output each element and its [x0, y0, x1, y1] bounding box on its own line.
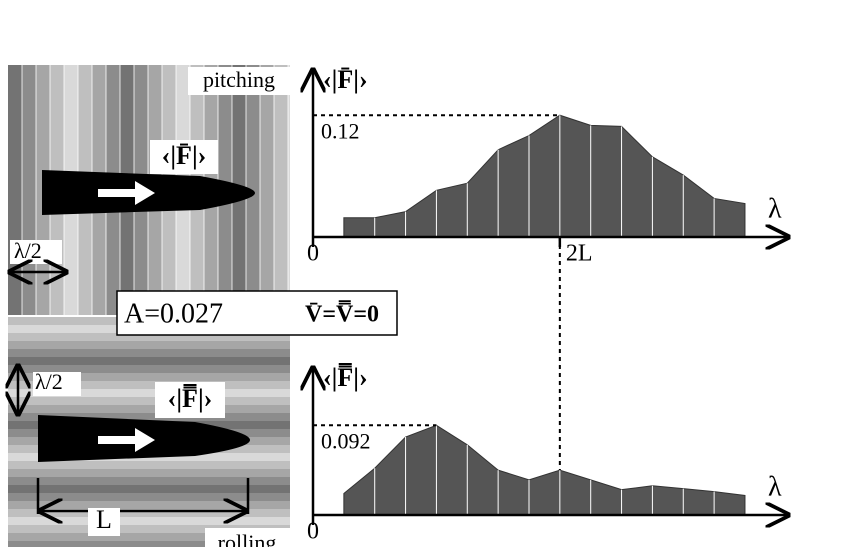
force-label: ‹|F̄|›	[162, 141, 207, 170]
stripe	[8, 541, 290, 547]
amplitude-label: A=0.027	[124, 298, 223, 329]
stripe	[8, 373, 290, 381]
label-bg	[33, 372, 81, 396]
y-tick-label: 0.092	[321, 428, 371, 453]
stripe	[8, 65, 22, 315]
label-bg	[188, 67, 290, 95]
half-wave-label: λ/2	[35, 369, 63, 394]
label-bg	[150, 140, 218, 174]
half-wave-label: λ/2	[14, 238, 42, 263]
rolling-label: rolling	[218, 530, 277, 547]
stripe	[8, 517, 290, 525]
stripe	[246, 65, 260, 315]
arrow	[98, 181, 155, 205]
label-bg	[155, 382, 225, 418]
pitching-label: pitching	[203, 67, 275, 92]
stripe	[8, 341, 290, 349]
label-bg	[88, 508, 120, 536]
stripe	[22, 65, 36, 315]
area	[343, 424, 746, 516]
stripe	[8, 333, 290, 341]
label-bg	[205, 528, 290, 547]
stripe	[8, 461, 290, 469]
stripe	[8, 413, 290, 421]
x-tick-label: 0	[307, 241, 319, 267]
x-tick-label: 2L	[566, 241, 593, 267]
parameter-box	[116, 290, 398, 336]
stripe	[8, 357, 290, 365]
x-axis-label: λ	[768, 193, 782, 224]
x-axis-label: λ	[768, 471, 782, 502]
charts: 0.12 0 2L ‹|F̄|› λ 0.092 0 ‹|F̿|› λ	[307, 65, 788, 545]
stripe	[8, 469, 290, 477]
length-label: L	[96, 505, 112, 534]
stripe	[8, 381, 290, 389]
stripe	[8, 493, 290, 501]
stripe	[8, 397, 290, 405]
stripe	[8, 525, 290, 533]
stripe	[8, 533, 290, 541]
stripe	[8, 477, 290, 485]
stripe	[8, 349, 290, 357]
stripe	[260, 65, 274, 315]
arrow	[98, 428, 155, 452]
stripe	[274, 65, 288, 315]
area	[343, 114, 746, 238]
y-tick-label: 0.12	[321, 118, 360, 143]
velocity-label: V̄=V̿=0	[305, 301, 379, 327]
y-axis-label: ‹|F̿|›	[323, 363, 368, 392]
y-axis-label: ‹|F̄|›	[323, 65, 368, 94]
stripe	[288, 65, 290, 315]
stripe	[8, 389, 290, 397]
force-label: ‹|F̿|›	[168, 384, 213, 413]
stripe	[8, 365, 290, 373]
stripe	[8, 485, 290, 493]
stripe	[8, 405, 290, 413]
x-tick-label: 0	[307, 519, 319, 545]
